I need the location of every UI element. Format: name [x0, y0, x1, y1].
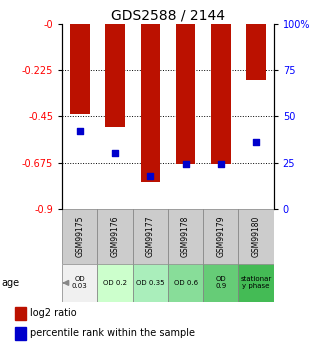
- Point: [183, 162, 188, 167]
- Text: age: age: [2, 278, 20, 288]
- Bar: [133, 209, 168, 264]
- Text: GSM99176: GSM99176: [111, 216, 119, 257]
- Bar: [133, 264, 168, 302]
- Bar: [203, 264, 239, 302]
- Text: GSM99175: GSM99175: [75, 216, 84, 257]
- Text: OD 0.6: OD 0.6: [174, 280, 197, 286]
- Bar: [97, 209, 133, 264]
- Text: GSM99179: GSM99179: [216, 216, 225, 257]
- Bar: [239, 264, 274, 302]
- Text: OD
0.03: OD 0.03: [72, 276, 88, 289]
- Bar: [203, 209, 239, 264]
- Point: [218, 162, 223, 167]
- Text: GSM99177: GSM99177: [146, 216, 155, 257]
- Point: [253, 139, 258, 145]
- Text: stationar
y phase: stationar y phase: [240, 276, 272, 289]
- Bar: [62, 209, 97, 264]
- Bar: [141, 24, 160, 182]
- Text: GSM99180: GSM99180: [252, 216, 261, 257]
- Bar: [168, 209, 203, 264]
- Text: percentile rank within the sample: percentile rank within the sample: [30, 328, 195, 338]
- Title: GDS2588 / 2144: GDS2588 / 2144: [111, 9, 225, 23]
- Bar: [15, 327, 26, 339]
- Text: GSM99178: GSM99178: [181, 216, 190, 257]
- Point: [77, 128, 82, 134]
- Bar: [70, 24, 90, 115]
- Bar: [246, 24, 266, 79]
- Text: log2 ratio: log2 ratio: [30, 308, 77, 318]
- Bar: [239, 209, 274, 264]
- Bar: [176, 24, 195, 164]
- Point: [148, 173, 153, 178]
- Text: OD
0.9: OD 0.9: [215, 276, 226, 289]
- Text: OD 0.35: OD 0.35: [136, 280, 165, 286]
- Point: [113, 150, 118, 156]
- Bar: [105, 24, 125, 127]
- Bar: [211, 24, 230, 164]
- Bar: [62, 264, 97, 302]
- Bar: [168, 264, 203, 302]
- Bar: [15, 307, 26, 320]
- Text: OD 0.2: OD 0.2: [103, 280, 127, 286]
- Bar: [97, 264, 133, 302]
